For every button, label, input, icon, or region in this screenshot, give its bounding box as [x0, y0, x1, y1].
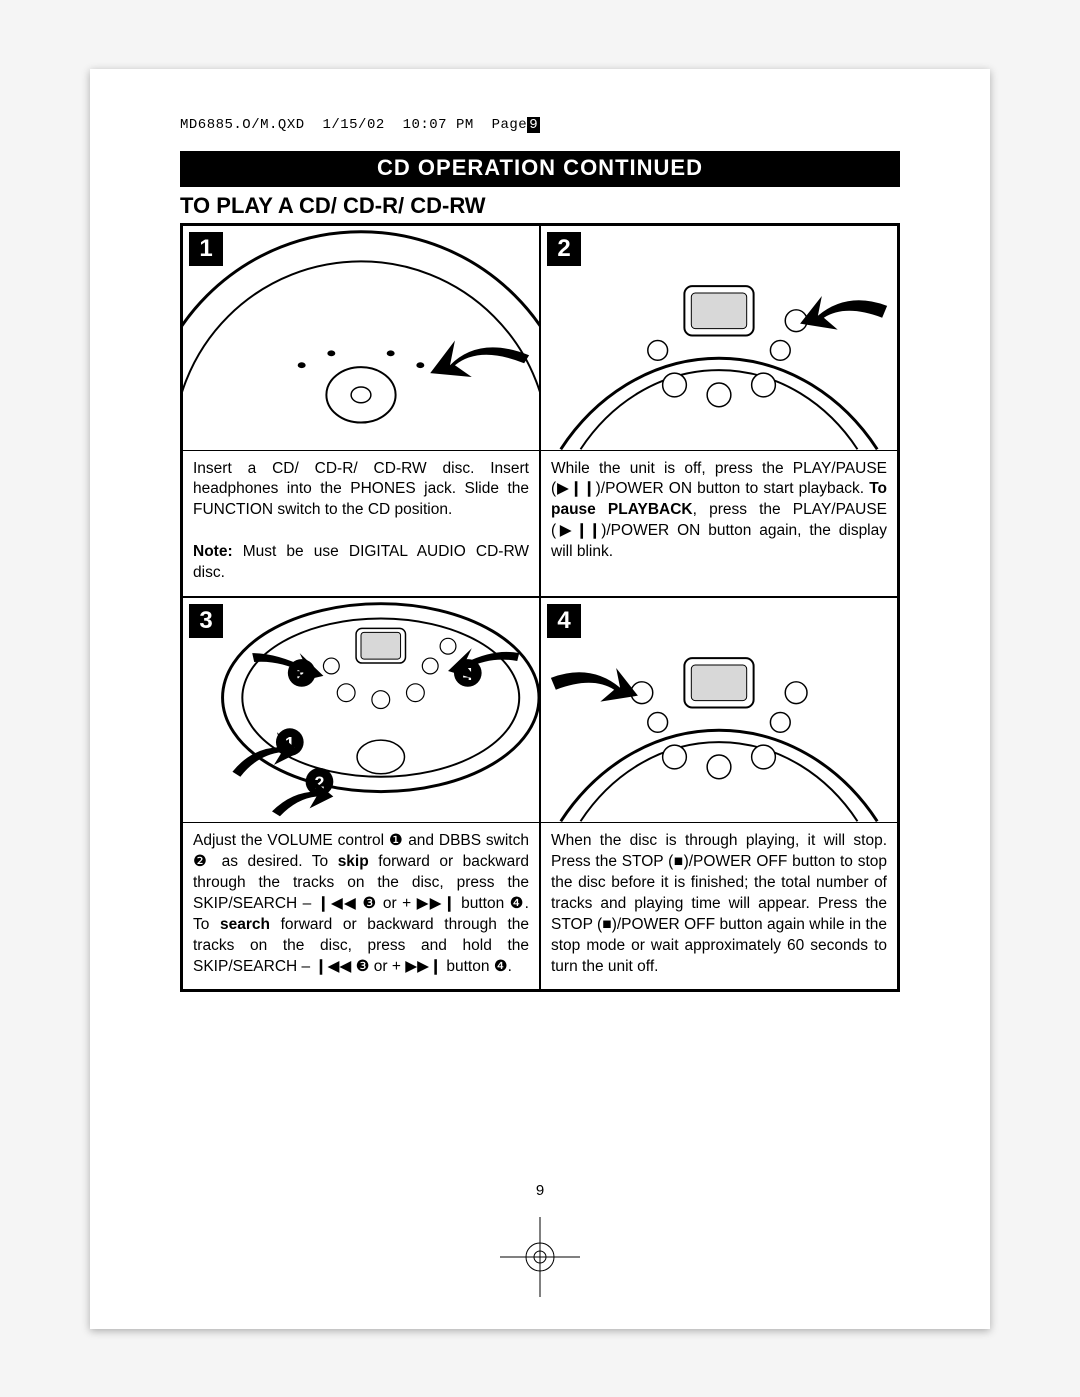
- step4-text: When the disc is through playing, it wil…: [541, 823, 897, 989]
- manual-page: MD6885.O/M.QXD 1/15/02 10:07 PM Page9 CD…: [90, 69, 990, 1329]
- step-cell: 1 Insert a CD/ CD-R/ CD-RW disc. Insert …: [182, 225, 540, 598]
- step2-text: While the unit is off, press the PLAY/PA…: [541, 451, 897, 576]
- section-banner: CD OPERATION CONTINUED: [180, 151, 900, 187]
- step-cell: 3 3 4 1 2: [182, 597, 540, 990]
- steps-grid: 1 Insert a CD/ CD-R/ CD-RW disc. Insert …: [180, 223, 900, 993]
- step3-illustration: 3 3 4 1 2: [183, 598, 539, 823]
- step3-text: Adjust the VOLUME control ❶ and DBBS swi…: [183, 823, 539, 989]
- volume-skip-diagram: 3 4 1 2: [183, 598, 539, 822]
- step4-illustration: 4: [541, 598, 897, 823]
- play-button-diagram: [541, 226, 897, 450]
- step2-illustration: 2: [541, 226, 897, 451]
- section-subtitle: TO PLAY A CD/ CD-R/ CD-RW: [180, 193, 900, 219]
- step-number: 4: [547, 604, 581, 638]
- step-cell: 4 When the disc is through playing, i: [540, 597, 898, 990]
- print-header: MD6885.O/M.QXD 1/15/02 10:07 PM Page9: [180, 117, 900, 133]
- registration-mark-icon: [500, 1217, 580, 1297]
- header-file: MD6885.O/M.QXD: [180, 117, 305, 133]
- header-page-label: Page: [492, 117, 528, 133]
- header-date: 1/15/02: [322, 117, 384, 133]
- page-number: 9: [90, 1182, 990, 1199]
- step-cell: 2 While the unit is off, press the PLAY: [540, 225, 898, 598]
- step-number: 3: [189, 604, 223, 638]
- step1-text: Insert a CD/ CD-R/ CD-RW disc. Insert he…: [183, 451, 539, 597]
- cd-insert-diagram: [183, 226, 539, 450]
- step-number: 2: [547, 232, 581, 266]
- step-number: 1: [189, 232, 223, 266]
- step1-illustration: 1: [183, 226, 539, 451]
- header-page-no: 9: [527, 117, 540, 133]
- header-time: 10:07 PM: [403, 117, 474, 133]
- stop-button-diagram: [541, 598, 897, 822]
